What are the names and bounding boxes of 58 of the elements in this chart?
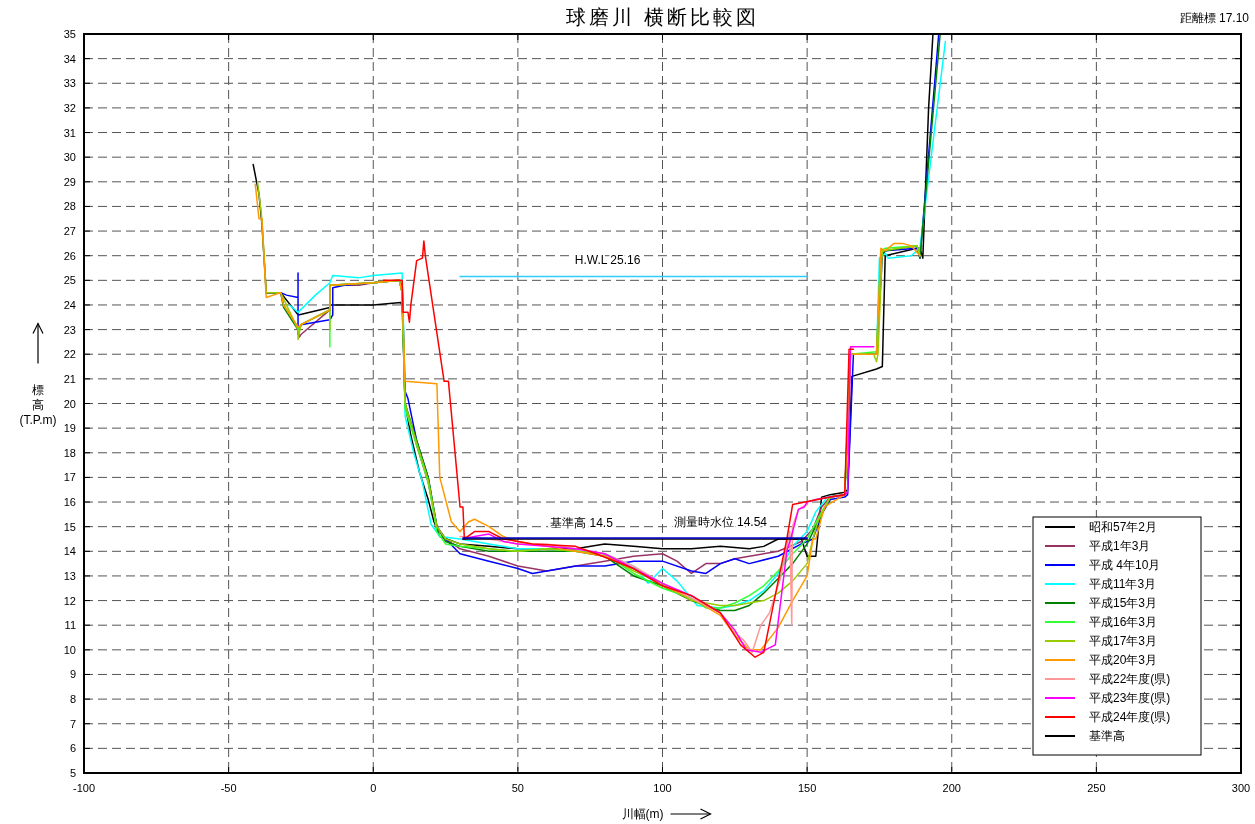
legend-label: 平成11年3月 bbox=[1089, 577, 1157, 591]
y-tick-label: 8 bbox=[69, 693, 76, 706]
y-tick-label: 21 bbox=[63, 372, 76, 385]
y-tick-label: 11 bbox=[64, 619, 76, 632]
y-tick-label: 19 bbox=[63, 422, 76, 435]
legend-label: 基準高 bbox=[1089, 729, 1125, 743]
x-tick-label: 200 bbox=[942, 782, 961, 794]
legend-label: 平成15年3月 bbox=[1089, 596, 1158, 610]
y-tick-label: 26 bbox=[63, 249, 76, 262]
chart-title: 球磨川 横断比較図 bbox=[566, 6, 759, 28]
legend-label: 平成22年度(県) bbox=[1089, 672, 1171, 686]
x-tick-label: -50 bbox=[220, 782, 237, 794]
y-tick-label: 28 bbox=[63, 200, 76, 213]
legend-label: 平成1年3月 bbox=[1089, 539, 1151, 553]
x-tick-label: 150 bbox=[797, 782, 817, 794]
y-tick-label: 9 bbox=[69, 668, 76, 681]
x-tick-label: 100 bbox=[653, 782, 672, 794]
y-tick-label: 5 bbox=[69, 767, 76, 779]
y-tick-label: 27 bbox=[63, 225, 76, 238]
x-tick-label: 300 bbox=[1231, 782, 1251, 794]
y-tick-label: 24 bbox=[63, 298, 76, 311]
x-tick-label: 0 bbox=[370, 782, 377, 794]
y-tick-label: 30 bbox=[63, 151, 76, 164]
y-tick-label: 10 bbox=[63, 643, 76, 656]
y-tick-label: 32 bbox=[63, 101, 76, 114]
y-tick-label: 14 bbox=[63, 545, 76, 558]
chart-subtitle: 距離標 17.10 bbox=[1179, 11, 1250, 25]
legend-label: 昭和57年2月 bbox=[1089, 520, 1158, 534]
y-tick-label: 23 bbox=[63, 323, 76, 336]
y-tick-label: 22 bbox=[63, 348, 76, 361]
x-tick-label: -100 bbox=[72, 782, 96, 794]
y-tick-label: 33 bbox=[63, 77, 76, 90]
legend-label: 平成20年3月 bbox=[1089, 653, 1158, 667]
y-tick-label: 18 bbox=[63, 446, 76, 459]
annotation: H.W.L 25.16 bbox=[574, 253, 641, 268]
y-tick-label: 34 bbox=[63, 52, 76, 65]
y-tick-label: 35 bbox=[63, 28, 76, 40]
y-tick-label: 15 bbox=[63, 520, 76, 533]
annotation: 測量時水位 14.54 bbox=[673, 515, 768, 529]
y-tick-label: 13 bbox=[63, 569, 76, 582]
y-tick-label: 20 bbox=[63, 397, 76, 410]
legend-label: 平成 4年10月 bbox=[1089, 558, 1161, 572]
y-tick-label: 16 bbox=[63, 496, 76, 509]
y-tick-label: 29 bbox=[63, 175, 76, 188]
legend-label: 平成23年度(県) bbox=[1089, 691, 1171, 705]
y-tick-label: 12 bbox=[63, 594, 76, 607]
y-tick-label: 31 bbox=[63, 126, 76, 139]
x-tick-label: 250 bbox=[1087, 782, 1106, 794]
x-axis-title: 川幅(m) bbox=[621, 807, 664, 821]
y-tick-label: 7 bbox=[69, 717, 76, 730]
legend-label: 平成24年度(県) bbox=[1089, 710, 1171, 724]
y-axis-title: 標高(T.P.m) bbox=[19, 382, 57, 427]
y-tick-label: 17 bbox=[63, 471, 76, 484]
x-tick-label: 50 bbox=[511, 782, 524, 794]
legend-label: 平成17年3月 bbox=[1089, 634, 1158, 648]
y-tick-label: 25 bbox=[63, 274, 76, 287]
y-tick-label: 6 bbox=[69, 742, 76, 755]
legend-label: 平成16年3月 bbox=[1089, 615, 1158, 629]
